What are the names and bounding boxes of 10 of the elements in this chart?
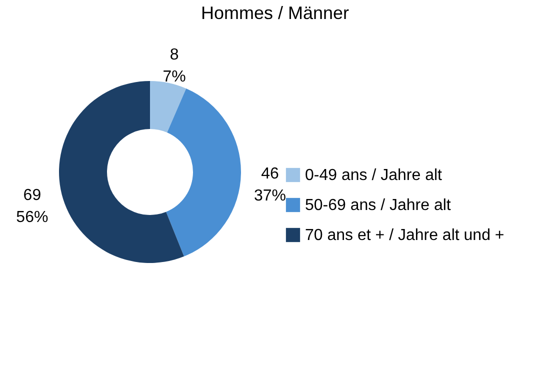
donut-slice <box>150 81 186 133</box>
legend-label: 70 ans et + / Jahre alt und + <box>305 227 504 244</box>
legend-label: 0-49 ans / Jahre alt <box>305 167 443 184</box>
chart-title: Hommes / Männer <box>200 3 350 23</box>
data-label: 69 56% <box>16 186 48 226</box>
data-label: 46 37% <box>254 166 286 205</box>
donut-slice <box>166 88 241 256</box>
data-label: 8 7% <box>162 46 186 86</box>
legend-label: 50-69 ans / Jahre alt <box>305 197 452 214</box>
donut-slice <box>59 81 184 263</box>
